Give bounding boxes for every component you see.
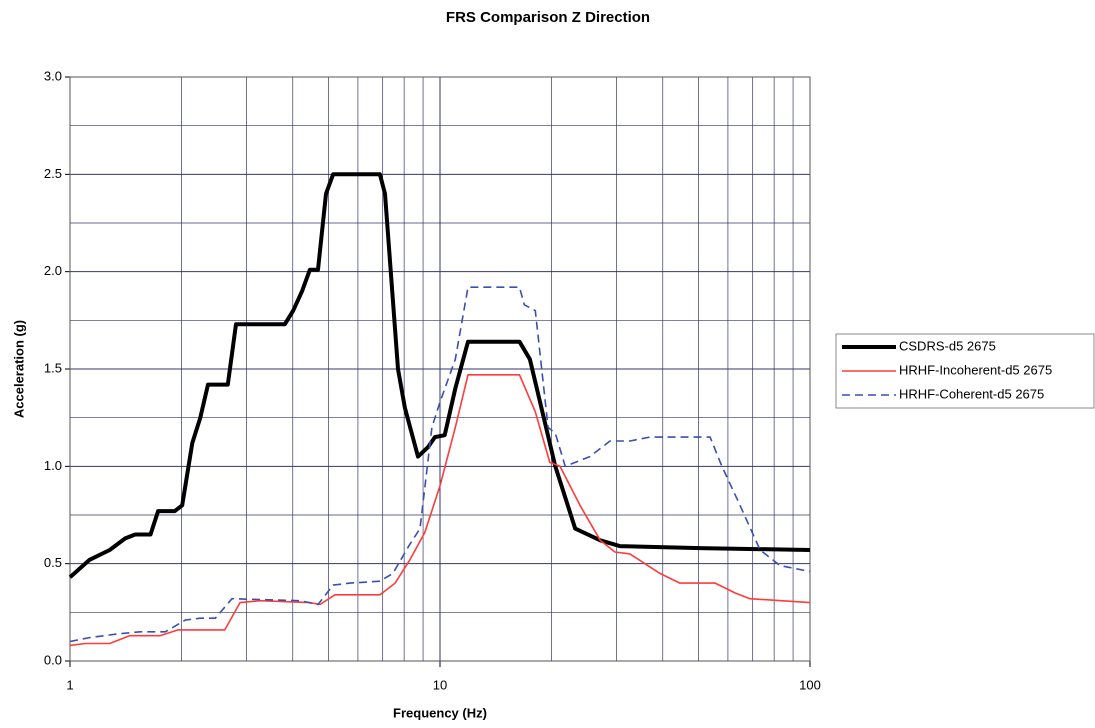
series-line xyxy=(68,172,811,579)
y-tick-label: 0.0 xyxy=(44,652,62,667)
y-tick-label: 3.0 xyxy=(44,68,62,83)
y-tick-label: 0.5 xyxy=(44,555,62,570)
series-line xyxy=(69,374,811,647)
y-tick-label: 1.5 xyxy=(44,360,62,375)
y-tick-label: 1.0 xyxy=(44,458,62,473)
x-tick-label: 100 xyxy=(799,677,821,692)
legend-label: CSDRS-d5 2675 xyxy=(899,338,996,353)
series-line xyxy=(69,286,811,643)
x-tick-label: 10 xyxy=(433,677,447,692)
chart-title: FRS Comparison Z Direction xyxy=(446,9,650,26)
x-tick-label: 1 xyxy=(66,677,73,692)
legend-label: HRHF-Coherent-d5 2675 xyxy=(899,386,1044,401)
y-axis-label: Acceleration (g) xyxy=(11,320,26,418)
plot-border xyxy=(69,76,811,662)
y-tick-label: 2.0 xyxy=(44,263,62,278)
x-axis-label: Frequency (Hz) xyxy=(393,705,487,720)
y-tick-label: 2.5 xyxy=(44,166,62,181)
legend-label: HRHF-Incoherent-d5 2675 xyxy=(899,362,1052,377)
